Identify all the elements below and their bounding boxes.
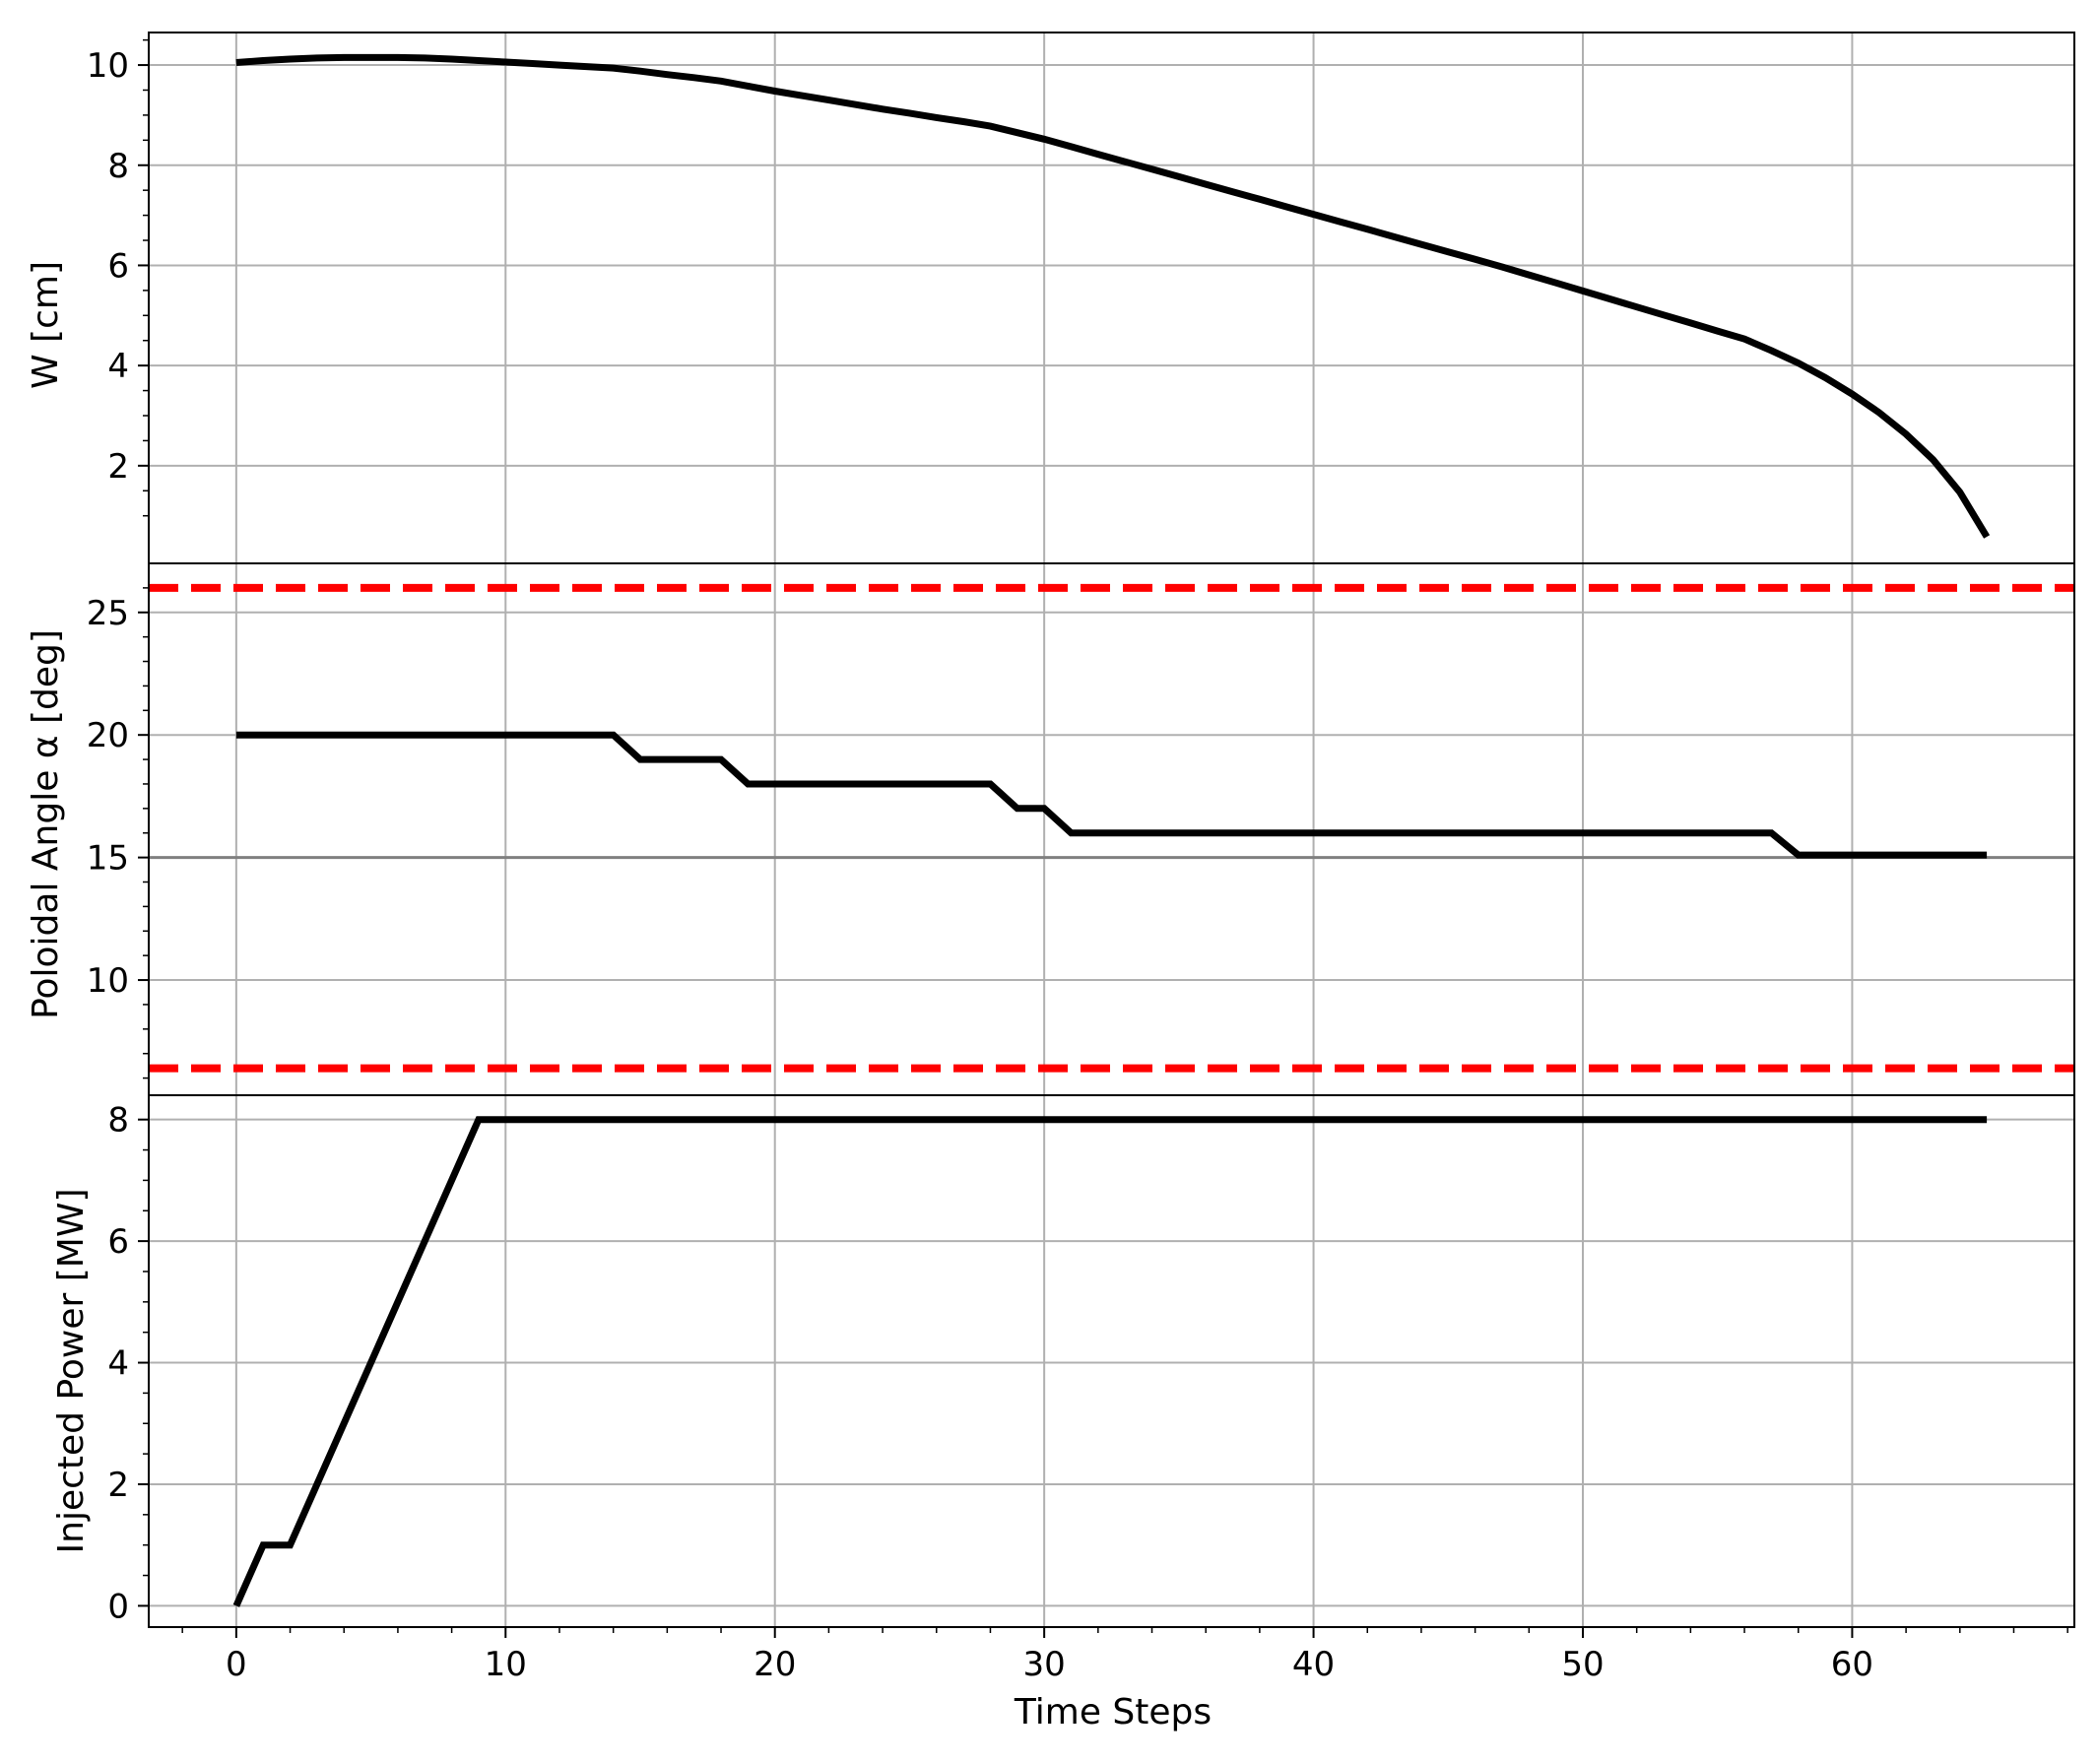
power-ytick-label: 0 [107,1587,129,1626]
angle-ytick-label: 10 [87,961,129,1001]
xtick-label: 10 [485,1645,527,1684]
x-axis-label: Time Steps [1014,1692,1212,1732]
w-y-ticks: 2 4 6 8 10 [87,38,149,517]
w-series [235,53,1991,539]
angle-reference-lines [149,583,2074,1073]
w-series-line [235,53,1991,539]
power-ytick-label: 2 [107,1466,129,1505]
power-series [232,1116,1988,1607]
w-ytick-label: 10 [87,46,129,86]
angle-ytick-label: 20 [87,716,129,755]
power-ytick-label: 8 [107,1101,129,1141]
xtick-label: 50 [1561,1645,1604,1684]
time-steps-x-ticks: 0 10 20 30 40 50 60 [181,1627,2068,1684]
power-axes-frame [148,1094,2075,1628]
angle-ytick-label: 15 [87,839,129,879]
power-frame [148,1094,2075,1628]
w-ytick-label: 2 [107,447,129,487]
power-y-axis-label: Injected Power [MW] [51,1189,92,1554]
xtick-label: 40 [1292,1645,1335,1684]
xtick-label: 20 [754,1645,796,1684]
w-ytick-label: 8 [107,147,129,186]
w-ytick-label: 4 [107,347,129,386]
angle-ytick-label: 25 [87,594,129,633]
power-ytick-label: 4 [107,1344,129,1384]
w-y-axis-label: W [cm] [26,261,66,389]
angle-series-line [235,731,1988,859]
xtick-label: 30 [1023,1645,1066,1684]
xtick-label: 60 [1831,1645,1873,1684]
w-ytick-label: 6 [107,246,129,286]
power-ytick-label: 6 [107,1222,129,1262]
w-panel: 2 4 6 8 10 W [cm] [26,32,2075,564]
power-y-ticks: 0 2 4 6 8 [107,1101,149,1626]
angle-series [235,731,1988,859]
angle-y-axis-label: Poloidal Angle α [deg] [26,629,66,1019]
power-series-line [232,1116,1988,1607]
angle-y-ticks: 10 15 20 25 [87,587,149,1079]
xtick-label: 0 [226,1645,247,1684]
w-grid [149,33,2074,563]
